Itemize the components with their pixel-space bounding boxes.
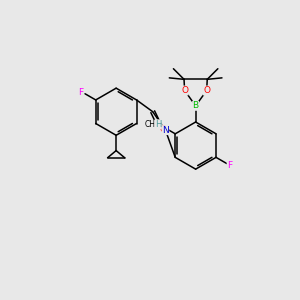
Text: N: N bbox=[162, 126, 169, 135]
Text: F: F bbox=[78, 88, 83, 97]
Text: O: O bbox=[160, 125, 167, 134]
Text: B: B bbox=[193, 101, 199, 110]
Text: O: O bbox=[203, 86, 210, 95]
Text: O: O bbox=[181, 86, 188, 95]
Text: CH₃: CH₃ bbox=[145, 121, 159, 130]
Text: H: H bbox=[155, 120, 161, 129]
Text: F: F bbox=[227, 160, 232, 169]
